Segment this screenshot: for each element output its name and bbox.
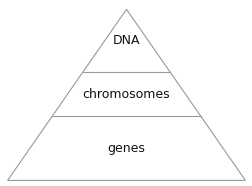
Polygon shape xyxy=(8,9,244,180)
Text: chromosomes: chromosomes xyxy=(82,87,170,100)
Text: genes: genes xyxy=(107,142,145,155)
Text: DNA: DNA xyxy=(112,34,140,47)
